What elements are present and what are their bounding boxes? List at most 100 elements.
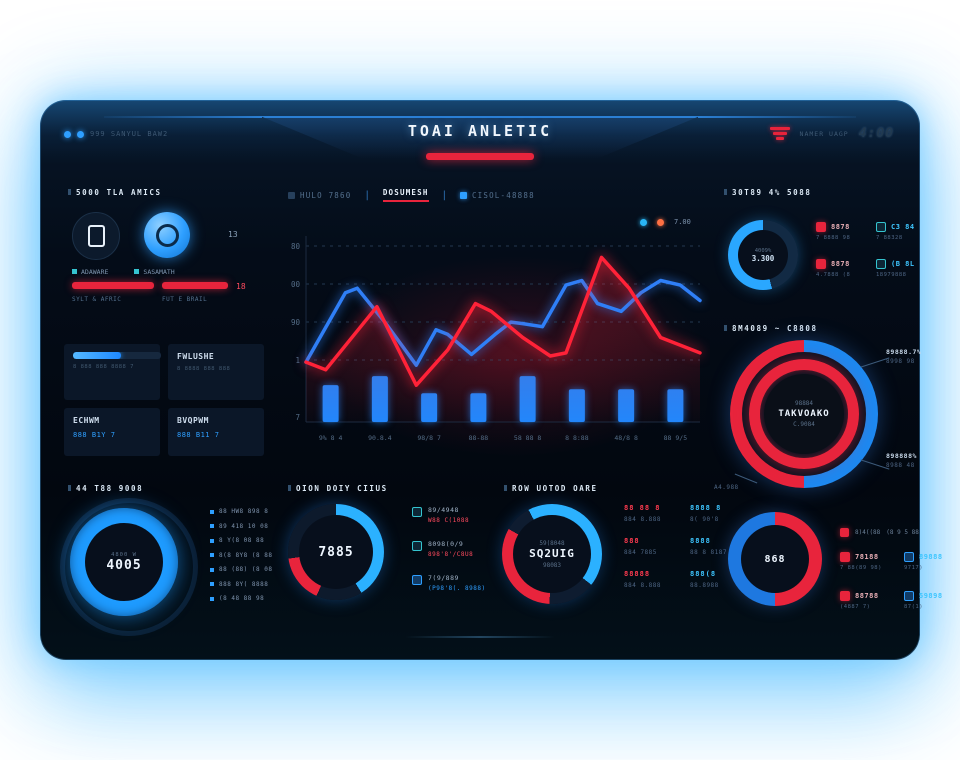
svg-text:90: 90 [291, 318, 301, 327]
usage-stats-grid: 8878 7 8888 98 C3 84 7 88328 8878 4.7888… [816, 222, 922, 278]
info-card[interactable]: BVQPWM 888 B11 7 [168, 408, 264, 456]
card-title: ECHWM [73, 416, 100, 425]
info-card[interactable]: FWLUSHE 8 8888 888 888 [168, 344, 264, 400]
stat-cell: 88788 (4887 7) [840, 591, 879, 610]
legend-dot-orange-icon [657, 218, 664, 226]
score-ring-gauge: 59(8048 SQ2UIG 98083 [502, 504, 602, 604]
red-stat-icon [840, 591, 850, 601]
svg-text:58 88 8: 58 88 8 [514, 434, 541, 442]
progress-track [73, 352, 161, 359]
tab-1[interactable]: HULO 7860 [288, 191, 351, 200]
stat-cell: 8878 4.7888 (8 [816, 259, 851, 278]
legend-item: (8 48 88 98 [210, 595, 272, 602]
score-stats-grid: 88 88 8 884 8.888 8888 8 8( 90'8 888 884 78… [624, 504, 742, 589]
svg-text:1: 1 [295, 356, 300, 365]
gauge-center-value: 4005 [106, 557, 142, 573]
legend-item: 7(9/889 (P98'8(. 8988) [412, 574, 486, 592]
stat-label: ADAWARE [72, 268, 108, 276]
target-stat-circle[interactable] [144, 212, 190, 258]
counter-value: 13 [228, 230, 238, 239]
stat-label: SASAMATH [134, 268, 175, 276]
callout-bottom-left: A4.988 [714, 484, 739, 491]
device-stat-circle[interactable] [72, 212, 120, 260]
gauge-center-sub: 98083 [542, 561, 562, 569]
legend-dot-blue-icon [640, 218, 647, 226]
status-dot-icon [64, 130, 71, 138]
card-value: 888 B1Y 7 [73, 431, 116, 439]
tab-3[interactable]: CISOL-48888 [459, 191, 535, 200]
blue-bullet-icon [210, 582, 214, 586]
svg-text:80: 80 [291, 242, 301, 251]
teal-bullet-icon [134, 269, 140, 274]
progress-fill [73, 352, 122, 359]
bar-sub-label: SYLT & AFRIC [72, 296, 122, 303]
stat-cell: 888(8 88.8988 [690, 570, 719, 589]
red-stat-icon [816, 259, 826, 269]
info-card[interactable]: ECHWM 888 B1Y 7 [64, 408, 160, 456]
gauge-center-value: 3.300 [751, 253, 775, 263]
callout-bottom-right: 898888% 8988 48 [886, 452, 917, 469]
stat-cell: C3 84 7 88328 [876, 222, 915, 241]
left-section-title: 5000 TLA AMICS [68, 188, 162, 197]
main-chart: 80 00 90 1 7 9% 8 4 90.8.4 98/8 7 88-88 58 88 8 8 … [278, 226, 710, 470]
bottom-divider [405, 636, 555, 638]
gauge-section-title: 44 T88 9008 [68, 484, 143, 493]
stat-cell: 88888 884 8.888 [624, 570, 662, 589]
legend-item: 89/4948 W88 C(1088 [412, 506, 486, 524]
tab-2-active[interactable]: DOSUMESH [382, 188, 429, 202]
svg-text:48/8 8: 48/8 8 [614, 434, 638, 442]
stat-cell: (B 8L 18979888 [876, 259, 915, 278]
stat-cell: 89888 9717) [904, 552, 943, 571]
callout-top-right: 89888.7% 8998 98 [886, 348, 922, 365]
stat-cell: 8888 88 8 8187 [690, 537, 728, 556]
stat-icon [412, 575, 422, 585]
bottom-card-title: ROW UOTOD OARE [504, 484, 598, 493]
donut-center-value: TAKVOAKO [778, 409, 830, 419]
left-stat-labels: ADAWARE SASAMATH [72, 268, 252, 276]
legend-item: 8 Y(8 08 88 [210, 537, 272, 544]
progress-card[interactable]: 8 888 888 8888 7 [64, 344, 161, 400]
stat-cell: 888 884 7885 [624, 537, 657, 556]
hamburger-menu-icon[interactable] [769, 127, 790, 140]
gauge-center-value: 7885 [318, 544, 354, 560]
svg-text:9% 8 4: 9% 8 4 [319, 434, 343, 442]
blue-bullet-icon [210, 553, 214, 557]
svg-text:88 9/5: 88 9/5 [664, 434, 688, 442]
chart-legend: 7.00 [640, 218, 691, 226]
inner-red-ring [749, 359, 859, 469]
gauge-center-top: 4009% [754, 247, 772, 254]
svg-text:7: 7 [295, 413, 300, 422]
bars-value: 18 [236, 282, 246, 291]
header-status-text: 999 SANYUL BAW2 [90, 130, 169, 138]
svg-text:88-88: 88-88 [469, 434, 489, 442]
gauge-outer-ring [60, 498, 198, 636]
blue-ring-gauge: 4800 W 4005 [70, 508, 178, 616]
header-line-right [698, 116, 856, 118]
legend-item: 88 (88) (8 08 [210, 566, 272, 573]
tab-separator: | [442, 189, 446, 201]
teal-stat-icon [876, 222, 886, 232]
tab-icon [288, 191, 295, 199]
teal-stat-icon [876, 259, 886, 269]
stat-cell: 8888 8 8( 90'8 [690, 504, 722, 523]
card-title: FWLUSHE [177, 352, 215, 361]
right-section1-title: 30T89 4% 5088 [724, 188, 812, 197]
red-stat-icon [816, 222, 826, 232]
legend-item: 89 418 10 08 [210, 523, 272, 530]
gauge-center-value: 868 [764, 553, 786, 565]
gauge-center-value: SQ2UIG [529, 546, 575, 560]
tab-separator: | [365, 189, 369, 201]
stat-cell: 78188 7 88(89 98) [840, 552, 882, 571]
right-section2-title: 8M4089 ~ C8808 [724, 324, 818, 333]
menu-label: NAMER UAGP [799, 129, 849, 138]
svg-text:98/8 7: 98/8 7 [417, 434, 441, 442]
header-right: NAMER UAGP 4:00 [769, 126, 894, 141]
header-line-left [104, 116, 262, 118]
teal-bullet-icon [72, 269, 77, 274]
bottom-right-stats: 78188 7 88(89 98) 89888 9717) 88788 (488… [840, 552, 952, 610]
red-progress-bar [72, 282, 154, 289]
red-stat-icon [840, 528, 849, 537]
stat-cell: 88 88 8 884 8.888 [624, 504, 662, 523]
legend-item: 8098(0/9 898'8'/C8U8 [412, 540, 486, 558]
blue-stat-icon [904, 591, 914, 601]
